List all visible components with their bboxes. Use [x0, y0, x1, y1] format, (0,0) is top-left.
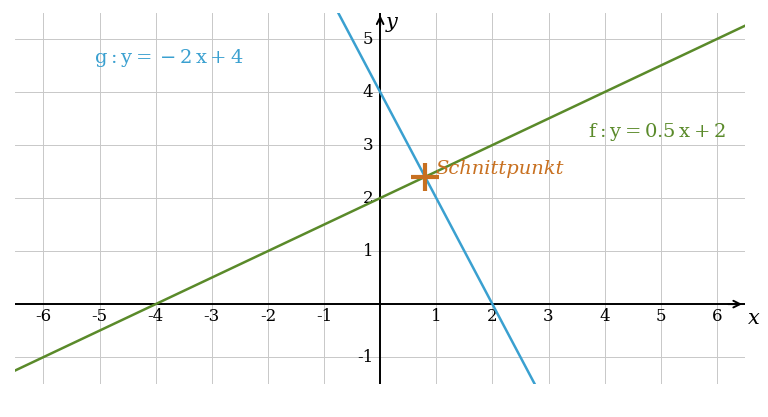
Text: 1: 1 — [431, 308, 442, 325]
Text: y: y — [386, 13, 398, 32]
Text: -4: -4 — [147, 308, 164, 325]
Text: -6: -6 — [35, 308, 51, 325]
Text: -3: -3 — [204, 308, 220, 325]
Text: Schnittpunkt: Schnittpunkt — [435, 160, 564, 178]
Text: 5: 5 — [656, 308, 666, 325]
Text: 6: 6 — [712, 308, 722, 325]
Text: 3: 3 — [543, 308, 554, 325]
Text: 2: 2 — [487, 308, 498, 325]
Text: x: x — [748, 309, 760, 329]
Text: 3: 3 — [362, 136, 373, 153]
Text: $\mathregular{g : y = -2\,x + 4}$: $\mathregular{g : y = -2\,x + 4}$ — [94, 47, 243, 69]
Text: -1: -1 — [357, 349, 373, 366]
Text: -2: -2 — [260, 308, 276, 325]
Text: -5: -5 — [91, 308, 108, 325]
Text: $\mathregular{f : y = 0.5\,x + 2}$: $\mathregular{f : y = 0.5\,x + 2}$ — [588, 121, 726, 143]
Text: 5: 5 — [363, 30, 373, 48]
Text: 1: 1 — [362, 243, 373, 260]
Text: -1: -1 — [316, 308, 333, 325]
Text: 4: 4 — [599, 308, 610, 325]
Text: 4: 4 — [362, 83, 373, 100]
Text: 2: 2 — [362, 190, 373, 206]
